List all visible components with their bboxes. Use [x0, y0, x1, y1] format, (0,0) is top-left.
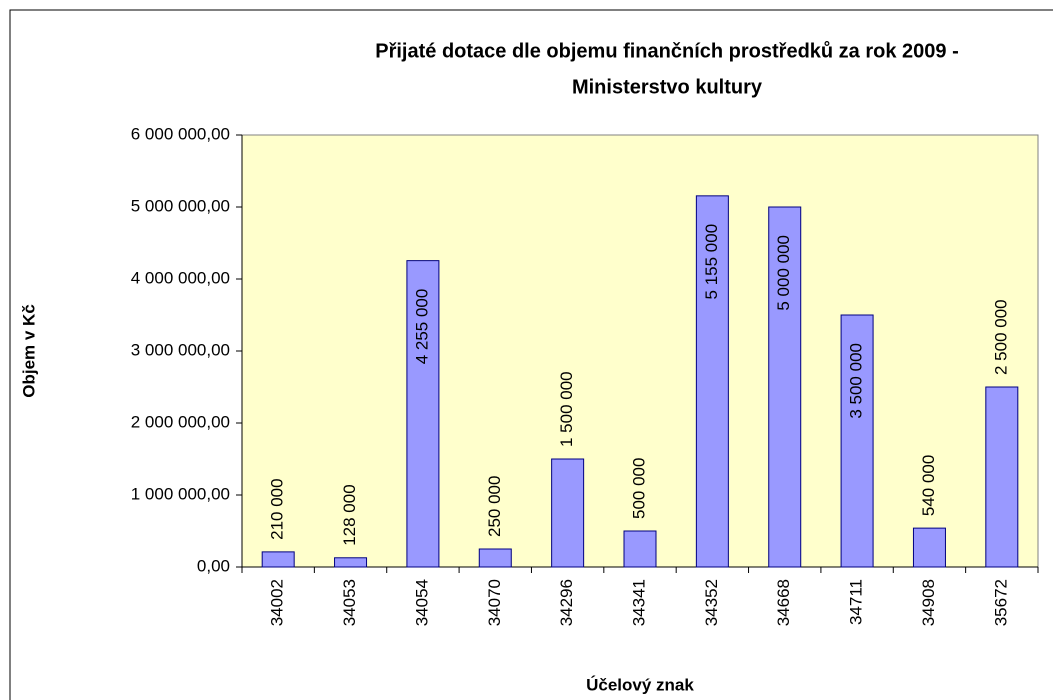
x-tick-label: 34054 — [412, 579, 431, 626]
y-tick-label: 0,00 — [197, 556, 230, 575]
data-label: 1 500 000 — [557, 371, 576, 447]
y-tick-label: 5 000 000,00 — [131, 196, 230, 215]
bar — [768, 206, 802, 568]
y-tick-label: 6 000 000,00 — [131, 124, 230, 143]
data-label: 540 000 — [919, 455, 938, 516]
bar — [840, 314, 874, 568]
x-tick-label: 34053 — [340, 579, 359, 626]
data-label: 2 500 000 — [991, 299, 1010, 375]
bar — [985, 386, 1019, 568]
data-label: 128 000 — [340, 484, 359, 545]
data-label: 5 000 000 — [774, 235, 793, 311]
plot-area — [241, 134, 1039, 568]
bar — [334, 557, 368, 568]
y-tick-label: 3 000 000,00 — [131, 340, 230, 359]
x-tick-label: 35672 — [991, 579, 1010, 626]
data-label: 500 000 — [629, 458, 648, 519]
data-label: 210 000 — [268, 478, 287, 539]
x-tick-label: 34341 — [629, 579, 648, 626]
x-tick-label: 34352 — [702, 579, 721, 626]
y-axis-title: Objem v Kč — [19, 304, 38, 398]
x-tick-label: 34296 — [557, 579, 576, 626]
bar — [406, 260, 440, 568]
data-label: 250 000 — [485, 476, 504, 537]
bar — [695, 195, 729, 568]
y-tick-label: 4 000 000,00 — [131, 268, 230, 287]
y-tick-label: 2 000 000,00 — [131, 412, 230, 431]
x-tick-label: 34002 — [268, 579, 287, 626]
x-tick-label: 34908 — [919, 579, 938, 626]
bar — [261, 551, 295, 568]
data-label: 3 500 000 — [847, 343, 866, 419]
x-axis-title: Účelový znak — [586, 675, 694, 694]
chart-title: Přijaté dotace dle objemu finančních pro… — [375, 40, 959, 62]
data-label: 4 255 000 — [412, 289, 431, 365]
chart-title: Ministerstvo kultury — [572, 76, 763, 98]
bar — [912, 527, 946, 568]
x-tick-label: 34668 — [774, 579, 793, 626]
data-label: 5 155 000 — [702, 224, 721, 300]
y-tick-label: 1 000 000,00 — [131, 484, 230, 503]
bar — [623, 530, 657, 568]
bar — [551, 458, 585, 568]
x-tick-label: 34711 — [847, 579, 866, 625]
x-tick-label: 34070 — [485, 579, 504, 626]
bar — [478, 548, 512, 568]
